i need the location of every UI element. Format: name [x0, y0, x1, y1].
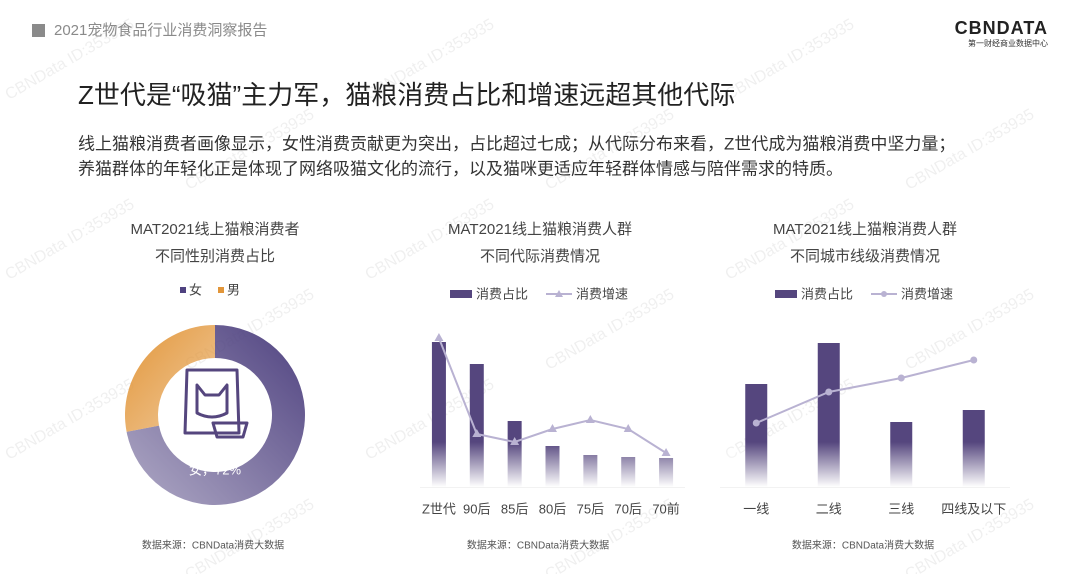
line [755, 359, 974, 424]
bar [507, 421, 522, 487]
bar [962, 410, 985, 487]
cat-icon [183, 368, 249, 439]
legend-swatch [180, 287, 186, 293]
x-tick-label: 一线 [743, 501, 769, 516]
line-marker [585, 415, 595, 423]
bar [431, 342, 446, 487]
line-marker [472, 429, 482, 437]
legend-swatch [450, 290, 472, 298]
x-tick-label: 70前 [652, 501, 679, 516]
bar [659, 458, 674, 487]
bar [817, 343, 840, 487]
icon-head [195, 383, 229, 419]
pie-slice [126, 324, 306, 505]
legend-swatch [218, 287, 224, 293]
legend-label: 女 [189, 282, 202, 297]
bar [745, 384, 768, 487]
line-marker [752, 419, 760, 427]
logo-tagline: 第一财经商业数据中心 [968, 38, 1048, 48]
chart-subtitle: 不同代际消费情况 [480, 248, 600, 265]
icon-bag [183, 368, 241, 435]
legend-label: 消费增速 [576, 286, 628, 301]
bar [545, 446, 560, 487]
line-marker [661, 448, 671, 456]
legend-label: 消费增速 [901, 286, 953, 301]
chart-subtitle: 不同城市线级消费情况 [790, 248, 940, 265]
chart-title: MAT2021线上猫粮消费人群 [773, 221, 957, 238]
icon-bowl [211, 421, 249, 439]
line-marker [434, 333, 444, 341]
watermark: CBNData ID:353935 [362, 196, 497, 284]
legend-swatch [775, 290, 797, 298]
watermark: CBNData ID:353935 [722, 196, 857, 284]
x-tick-label: 85后 [501, 501, 528, 516]
x-tick-label: 90后 [463, 501, 490, 516]
legend-label: 消费占比 [476, 286, 528, 301]
line-marker [825, 388, 833, 396]
bar [583, 455, 598, 487]
line-marker [897, 374, 905, 382]
watermark: CBNData ID:353935 [2, 376, 137, 464]
bar [469, 364, 484, 487]
legend-label: 男 [227, 282, 240, 297]
x-tick-label: 三线 [888, 501, 914, 516]
x-tick-label: 80后 [539, 501, 566, 516]
x-tick-label: 二线 [816, 501, 842, 516]
x-tick-label: 四线及以下 [941, 501, 1006, 516]
body-line: 线上猫粮消费者画像显示，女性消费贡献更为突出，占比超过七成；从代际分布来看，Z世… [78, 134, 955, 153]
data-label: 女，72% [189, 462, 241, 477]
header-icon [32, 24, 45, 37]
headline: Z世代是“吸猫”主力军，猫粮消费占比和增速远超其他代际 [78, 80, 735, 110]
bar [890, 422, 913, 487]
body-line: 养猫群体的年轻化正是体现了网络吸猫文化的流行，以及猫咪更适应年轻群体情感与陪伴需… [78, 159, 843, 178]
x-tick-label: Z世代 [422, 501, 456, 516]
watermark: CBNData ID:353935 [722, 16, 857, 104]
header: 2021宠物食品行业消费洞察报告 [54, 21, 267, 39]
line-marker [970, 356, 978, 364]
line-marker [548, 424, 557, 432]
watermark: CBNData ID:353935 [182, 496, 317, 574]
legend-label: 消费占比 [801, 286, 853, 301]
logo: CBNDATA [955, 18, 1048, 38]
x-tick-label: 75后 [577, 501, 604, 516]
legend-marker [881, 291, 887, 297]
bar [621, 457, 636, 487]
chart-title: MAT2021线上猫粮消费人群 [448, 221, 632, 238]
watermark: CBNData ID:353935 [2, 196, 137, 284]
line-marker [510, 437, 520, 445]
x-tick-label: 70后 [614, 501, 641, 516]
source-note: 数据来源：CBNData消费大数据 [792, 539, 934, 552]
source-note: 数据来源：CBNData消费大数据 [142, 539, 284, 552]
legend-marker [555, 290, 563, 297]
chart-title: MAT2021线上猫粮消费者 [131, 221, 300, 238]
pie-slice [124, 325, 215, 432]
chart-subtitle: 不同性别消费占比 [155, 248, 275, 265]
line-marker [623, 424, 633, 432]
source-note: 数据来源：CBNData消费大数据 [467, 539, 609, 552]
